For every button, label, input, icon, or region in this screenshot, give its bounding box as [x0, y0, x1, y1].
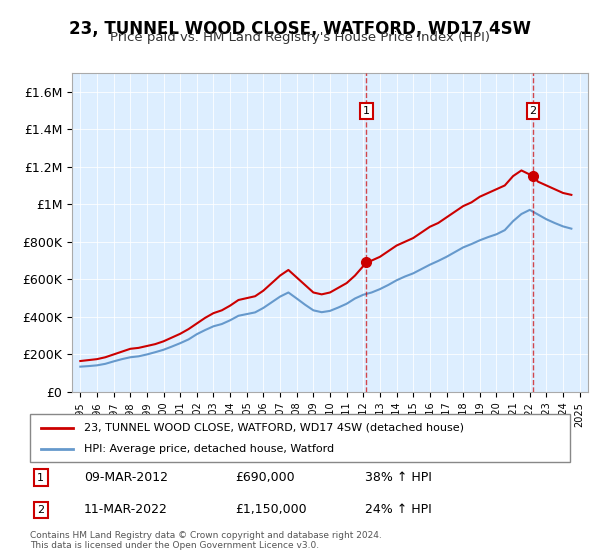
- Text: 2: 2: [37, 505, 44, 515]
- Text: 38% ↑ HPI: 38% ↑ HPI: [365, 471, 431, 484]
- Text: 09-MAR-2012: 09-MAR-2012: [84, 471, 168, 484]
- Text: 2: 2: [529, 106, 536, 116]
- Text: Contains HM Land Registry data © Crown copyright and database right 2024.
This d: Contains HM Land Registry data © Crown c…: [30, 530, 382, 550]
- Text: HPI: Average price, detached house, Watford: HPI: Average price, detached house, Watf…: [84, 444, 334, 454]
- Text: £1,150,000: £1,150,000: [235, 503, 307, 516]
- FancyBboxPatch shape: [30, 414, 570, 462]
- Text: 11-MAR-2022: 11-MAR-2022: [84, 503, 168, 516]
- Text: 1: 1: [37, 473, 44, 483]
- Text: £690,000: £690,000: [235, 471, 295, 484]
- Text: 1: 1: [363, 106, 370, 116]
- Text: Price paid vs. HM Land Registry's House Price Index (HPI): Price paid vs. HM Land Registry's House …: [110, 31, 490, 44]
- Text: 23, TUNNEL WOOD CLOSE, WATFORD, WD17 4SW: 23, TUNNEL WOOD CLOSE, WATFORD, WD17 4SW: [69, 20, 531, 38]
- Text: 23, TUNNEL WOOD CLOSE, WATFORD, WD17 4SW (detached house): 23, TUNNEL WOOD CLOSE, WATFORD, WD17 4SW…: [84, 423, 464, 433]
- Text: 24% ↑ HPI: 24% ↑ HPI: [365, 503, 431, 516]
